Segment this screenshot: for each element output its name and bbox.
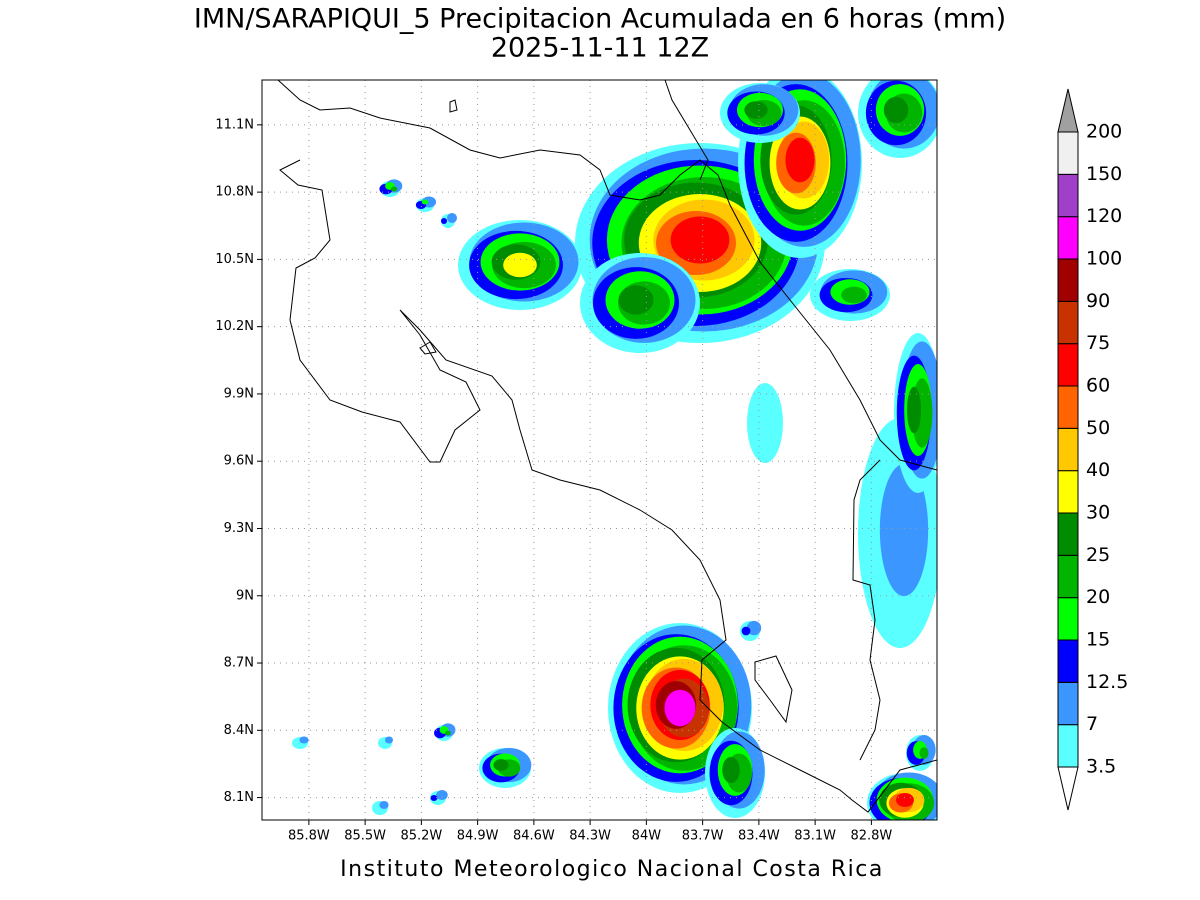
x-tick-label: 85.5W [344,829,386,844]
colorbar-segment [1057,724,1079,768]
rain-contour [445,730,451,736]
rain-contour [664,689,696,727]
colorbar-label: 20 [1086,586,1110,608]
colorbar-segment [1057,681,1079,726]
coastline [277,80,937,471]
title: IMN/SARAPIQUI_5 Precipitacion Acumulada … [194,4,1006,35]
rain-contour [896,792,914,808]
rain-contour [503,252,537,278]
colorbar-segment [1057,512,1079,556]
x-tick-label: 82.8W [850,829,892,844]
colorbar-label: 40 [1086,459,1110,481]
coastlines [277,80,937,813]
rain-contour [883,96,909,124]
colorbar-label: 15 [1086,629,1110,651]
colorbar-label: 25 [1086,544,1110,566]
x-tick-label: 85.2W [400,829,442,844]
y-tick-label: 9.6N [224,454,254,469]
y-tick-label: 10.5N [215,252,254,267]
colorbar-segment [1057,470,1079,514]
colorbar-segment [1057,385,1079,429]
rain-contour [722,756,740,784]
rain-contour [430,794,438,802]
rain-contour [446,212,458,224]
rain-contour [746,620,762,636]
colorbar-label: 200 [1086,121,1122,143]
colorbar-label: 12.5 [1086,671,1128,693]
colorbar-segment [1057,300,1079,345]
colorbar-segment [1057,554,1079,599]
rain-contour [879,463,929,597]
colorbar-label: 100 [1086,248,1122,270]
rain-contour [299,736,309,744]
rain-contour [493,759,509,771]
colorbar-segment [1057,131,1079,175]
rain-contour [919,747,929,759]
x-tick-label: 84W [632,829,662,844]
y-tick-label: 10.2N [215,319,254,334]
y-tick-label: 9N [236,588,254,603]
y-tick-label: 10.8N [215,185,254,200]
rain-contour [907,386,921,434]
colorbar-segment [1057,258,1079,302]
colorbar-label: 150 [1086,163,1122,185]
rain-contour [670,216,730,264]
rain-contour [744,101,768,119]
rain-contour [618,285,654,315]
rain-contour [440,217,448,225]
coastline [664,80,709,181]
x-tick-label: 84.9W [457,829,499,844]
coastline [279,159,937,813]
colorbar: 3.5 7 12.5 15 20 25 30 40 50 60 75 90 100 120 150 200 [1057,88,1128,811]
precipitation [292,80,937,820]
x-tick-label: 84.6W [513,829,555,844]
y-tick-label: 8.1N [224,790,254,805]
colorbar-label: 90 [1086,290,1110,312]
colorbar-label: 7 [1086,713,1098,735]
colorbar-segment [1057,173,1079,218]
rain-contour [785,137,815,183]
x-tick-label: 85.8W [288,829,330,844]
rain-contour [741,626,751,636]
rain-contour [747,383,783,463]
colorbar-label: 30 [1086,502,1110,524]
colorbar-segment [1057,639,1079,683]
x-tick-label: 83.7W [682,829,724,844]
rain-contour [421,199,429,205]
border [852,459,881,761]
grid: 85.8W 85.5W 85.2W 84.9W 84.6W 84.3W 84W 83.7W 83… [215,80,937,844]
y-tick-label: 9.3N [224,521,254,536]
y-tick-label: 8.4N [224,723,254,738]
colorbar-label: 3.5 [1086,756,1116,778]
coastline [449,99,458,113]
colorbar-label: 50 [1086,417,1110,439]
coastline [419,341,437,355]
rain-contour [379,800,389,810]
colorbar-segment [1057,216,1079,260]
colorbar-label: 60 [1086,375,1110,397]
colorbar-label: 120 [1086,205,1122,227]
coastline [754,655,793,724]
colorbar-segment [1057,427,1079,472]
x-tick-label: 83.4W [738,829,780,844]
subtitle: 2025-11-11 12Z [491,33,709,64]
x-tick-label: 84.3W [569,829,611,844]
y-tick-label: 8.7N [224,656,254,671]
rain-contour [436,789,448,801]
colorbar-segment [1057,343,1079,387]
footer: Instituto Meteorologico Nacional Costa R… [340,857,884,882]
colorbar-above [1057,88,1079,133]
rain-contour [384,736,394,744]
rain-contour [841,286,867,304]
colorbar-segment [1057,597,1079,641]
y-tick-label: 9.9N [224,386,254,401]
map-frame [261,79,938,821]
colorbar-below [1057,766,1079,811]
x-tick-label: 83.1W [794,829,836,844]
colorbar-label: 75 [1086,332,1110,354]
y-tick-label: 11.1N [215,117,254,132]
rain-contour [390,186,398,192]
